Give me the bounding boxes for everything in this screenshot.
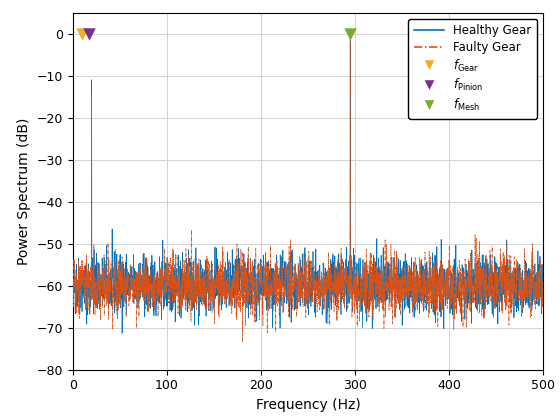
Healthy Gear — [453, 291, 460, 296]
Healthy Gear — [347, 35, 353, 40]
Healthy Gear — [69, 276, 76, 281]
Faulty Gear — [252, 320, 259, 325]
Legend: Healthy Gear, Faulty Gear, $f_\mathrm{Gear}$, $f_\mathrm{Pinion}$, $f_\mathrm{Me: Healthy Gear, Faulty Gear, $f_\mathrm{Ge… — [408, 18, 537, 119]
Healthy Gear — [472, 304, 479, 310]
Healthy Gear — [332, 281, 339, 286]
X-axis label: Frequency (Hz): Frequency (Hz) — [255, 398, 361, 412]
Y-axis label: Power Spectrum (dB): Power Spectrum (dB) — [17, 118, 31, 265]
Line: Faulty Gear: Faulty Gear — [73, 38, 543, 341]
Faulty Gear — [69, 299, 76, 304]
Faulty Gear — [239, 339, 246, 344]
Faulty Gear — [490, 288, 497, 293]
Point — [346, 30, 355, 37]
Point — [85, 30, 94, 37]
Healthy Gear — [252, 281, 259, 286]
Faulty Gear — [453, 275, 460, 280]
Point — [78, 30, 87, 37]
Faulty Gear — [472, 268, 479, 273]
Line: Healthy Gear: Healthy Gear — [73, 38, 543, 333]
Faulty Gear — [540, 263, 547, 268]
Faulty Gear — [332, 291, 339, 296]
Faulty Gear — [347, 35, 353, 40]
Healthy Gear — [79, 289, 86, 294]
Healthy Gear — [119, 331, 125, 336]
Healthy Gear — [490, 270, 497, 275]
Faulty Gear — [79, 259, 86, 264]
Healthy Gear — [540, 278, 547, 283]
